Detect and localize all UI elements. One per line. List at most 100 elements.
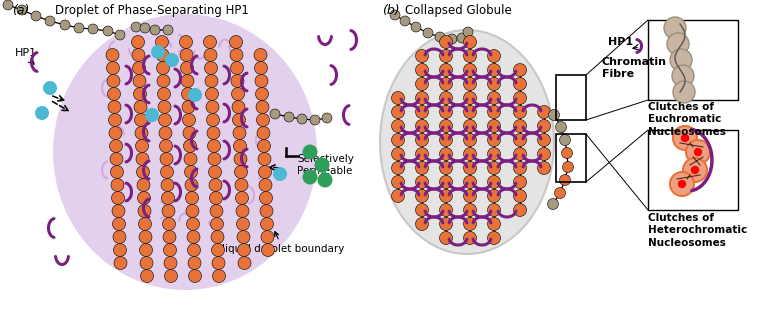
Circle shape (161, 166, 174, 179)
Circle shape (317, 172, 333, 188)
Circle shape (109, 113, 121, 126)
Ellipse shape (53, 14, 317, 290)
Circle shape (488, 175, 500, 188)
Circle shape (310, 115, 320, 125)
Circle shape (464, 134, 477, 147)
Circle shape (514, 105, 526, 118)
Circle shape (464, 119, 477, 132)
Circle shape (488, 189, 500, 202)
Circle shape (514, 134, 526, 147)
FancyBboxPatch shape (648, 20, 738, 100)
Circle shape (297, 114, 307, 124)
Circle shape (561, 148, 572, 158)
Circle shape (189, 269, 201, 282)
Circle shape (514, 78, 526, 91)
Circle shape (537, 134, 550, 147)
Circle shape (204, 48, 217, 61)
Circle shape (447, 34, 457, 44)
Circle shape (160, 140, 172, 153)
Text: HP1: HP1 (15, 48, 37, 58)
Circle shape (210, 205, 223, 218)
Circle shape (232, 87, 244, 100)
Circle shape (464, 148, 477, 161)
Circle shape (182, 100, 195, 113)
Circle shape (185, 179, 198, 192)
Circle shape (107, 87, 121, 100)
Circle shape (488, 134, 500, 147)
Circle shape (211, 231, 224, 243)
Circle shape (464, 105, 477, 118)
FancyBboxPatch shape (648, 130, 738, 210)
Circle shape (181, 74, 194, 87)
Circle shape (186, 192, 199, 205)
Circle shape (88, 24, 98, 34)
Circle shape (416, 148, 428, 161)
Circle shape (488, 78, 500, 91)
Circle shape (514, 91, 526, 104)
Circle shape (188, 88, 202, 102)
Circle shape (488, 119, 500, 132)
Circle shape (150, 25, 160, 35)
Text: (a): (a) (12, 4, 30, 17)
Circle shape (151, 45, 165, 59)
Circle shape (257, 113, 269, 126)
Circle shape (673, 126, 697, 150)
Circle shape (103, 26, 113, 36)
Circle shape (464, 218, 477, 231)
Circle shape (233, 140, 247, 153)
Circle shape (439, 36, 453, 48)
Circle shape (514, 175, 526, 188)
Circle shape (162, 205, 175, 218)
Circle shape (205, 74, 218, 87)
Circle shape (258, 140, 270, 153)
Circle shape (258, 166, 272, 179)
Text: (b): (b) (382, 4, 399, 17)
Circle shape (488, 148, 500, 161)
Circle shape (165, 53, 179, 67)
Circle shape (464, 189, 477, 202)
Circle shape (135, 113, 147, 126)
Circle shape (411, 22, 421, 32)
Circle shape (549, 109, 560, 121)
Circle shape (464, 232, 477, 245)
Text: Clutches of
Heterochromatic
Nucleosomes: Clutches of Heterochromatic Nucleosomes (648, 213, 747, 248)
Circle shape (210, 192, 222, 205)
Circle shape (179, 36, 193, 48)
Circle shape (439, 162, 453, 175)
Circle shape (423, 28, 433, 38)
Circle shape (664, 17, 686, 39)
Circle shape (670, 49, 692, 71)
Circle shape (686, 140, 710, 164)
Circle shape (136, 166, 150, 179)
Circle shape (211, 243, 225, 256)
Circle shape (164, 243, 176, 256)
Circle shape (270, 109, 280, 119)
Text: HP1: HP1 (608, 37, 633, 47)
Circle shape (31, 11, 41, 21)
Circle shape (488, 218, 500, 231)
Circle shape (237, 231, 250, 243)
Circle shape (113, 231, 126, 243)
Circle shape (161, 192, 175, 205)
Circle shape (416, 203, 428, 216)
Circle shape (416, 162, 428, 175)
Circle shape (488, 162, 500, 175)
Circle shape (260, 205, 273, 218)
Circle shape (672, 65, 694, 87)
Circle shape (514, 203, 526, 216)
Circle shape (106, 61, 120, 74)
Circle shape (322, 113, 332, 123)
Circle shape (670, 172, 694, 196)
Circle shape (537, 119, 550, 132)
Circle shape (236, 192, 248, 205)
Circle shape (206, 100, 219, 113)
Circle shape (488, 50, 500, 63)
Circle shape (273, 167, 287, 181)
Circle shape (234, 166, 247, 179)
Circle shape (257, 126, 270, 140)
Circle shape (35, 106, 49, 120)
Circle shape (17, 5, 27, 15)
Circle shape (110, 140, 122, 153)
Circle shape (254, 61, 268, 74)
Circle shape (60, 20, 70, 30)
